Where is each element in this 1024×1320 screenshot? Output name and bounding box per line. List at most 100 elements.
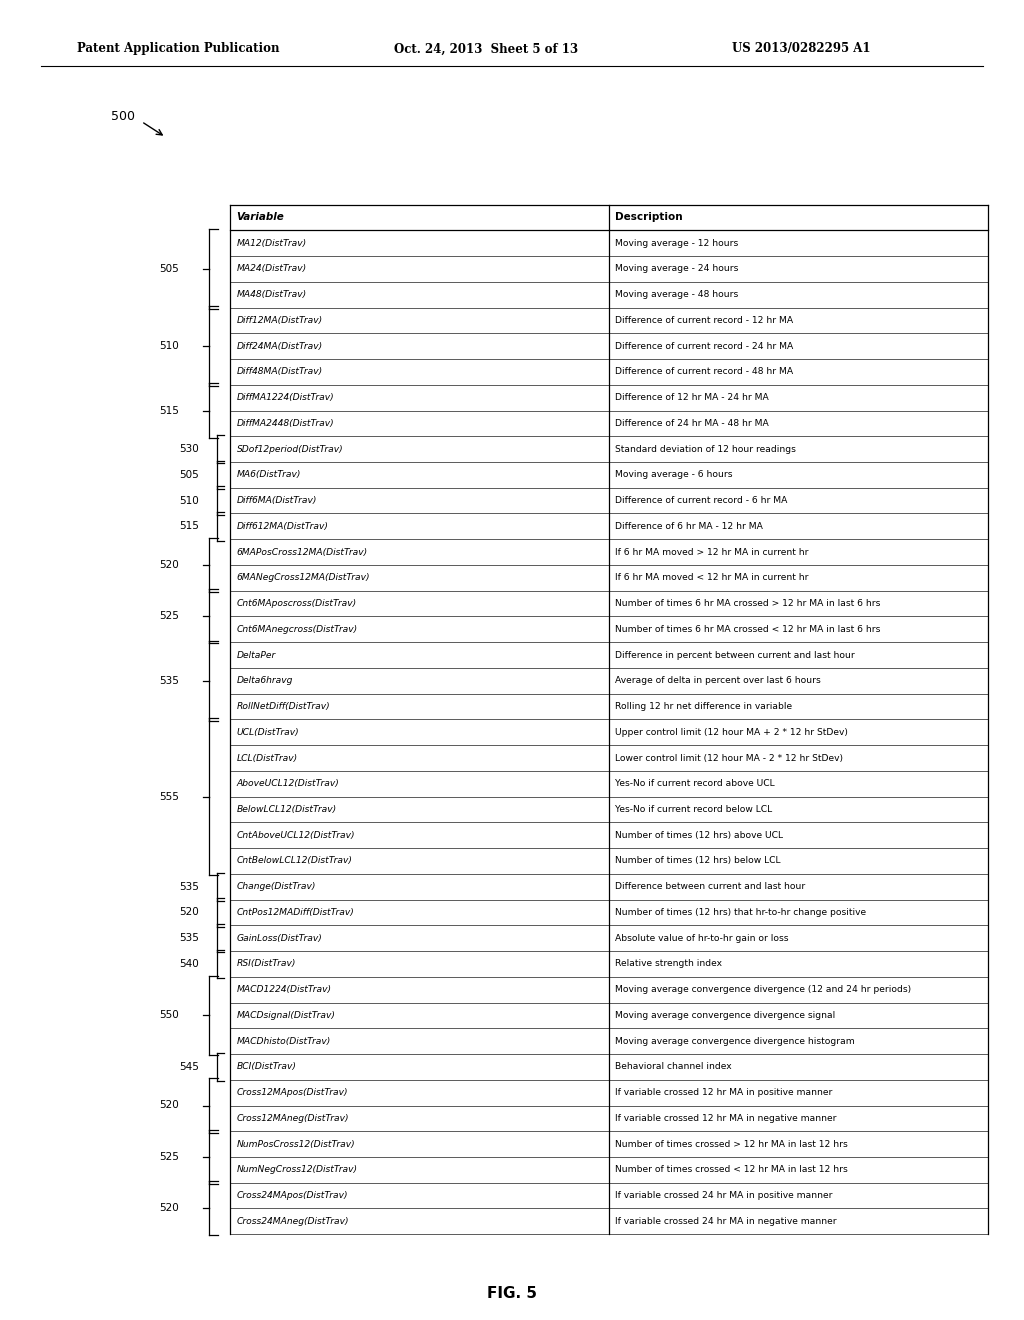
Text: 6MAPosCross12MA(DistTrav): 6MAPosCross12MA(DistTrav) — [237, 548, 368, 557]
Text: AboveUCL12(DistTrav): AboveUCL12(DistTrav) — [237, 779, 339, 788]
Text: If 6 hr MA moved > 12 hr MA in current hr: If 6 hr MA moved > 12 hr MA in current h… — [615, 548, 809, 557]
Text: Variable: Variable — [237, 213, 285, 223]
Text: MACDhisto(DistTrav): MACDhisto(DistTrav) — [237, 1036, 331, 1045]
Text: Difference of 6 hr MA - 12 hr MA: Difference of 6 hr MA - 12 hr MA — [615, 521, 763, 531]
Text: Change(DistTrav): Change(DistTrav) — [237, 882, 316, 891]
Text: 510: 510 — [179, 495, 200, 506]
Text: Difference of current record - 24 hr MA: Difference of current record - 24 hr MA — [615, 342, 794, 351]
Text: Number of times (12 hrs) that hr-to-hr change positive: Number of times (12 hrs) that hr-to-hr c… — [615, 908, 866, 917]
Text: Number of times crossed > 12 hr MA in last 12 hrs: Number of times crossed > 12 hr MA in la… — [615, 1139, 848, 1148]
Text: If variable crossed 24 hr MA in negative manner: If variable crossed 24 hr MA in negative… — [615, 1217, 837, 1226]
Text: Yes-No if current record above UCL: Yes-No if current record above UCL — [615, 779, 775, 788]
Text: Difference of current record - 12 hr MA: Difference of current record - 12 hr MA — [615, 315, 794, 325]
Text: Difference between current and last hour: Difference between current and last hour — [615, 882, 806, 891]
Text: Moving average - 12 hours: Moving average - 12 hours — [615, 239, 738, 248]
Text: 510: 510 — [159, 341, 179, 351]
Text: 505: 505 — [179, 470, 200, 480]
Text: Difference of 24 hr MA - 48 hr MA: Difference of 24 hr MA - 48 hr MA — [615, 418, 769, 428]
Text: RollNetDiff(DistTrav): RollNetDiff(DistTrav) — [237, 702, 330, 711]
Text: Moving average convergence divergence (12 and 24 hr periods): Moving average convergence divergence (1… — [615, 985, 911, 994]
Text: If variable crossed 12 hr MA in positive manner: If variable crossed 12 hr MA in positive… — [615, 1088, 833, 1097]
Text: Diff6MA(DistTrav): Diff6MA(DistTrav) — [237, 496, 316, 506]
Text: 535: 535 — [179, 933, 200, 944]
Text: 545: 545 — [179, 1061, 200, 1072]
Text: Average of delta in percent over last 6 hours: Average of delta in percent over last 6 … — [615, 676, 821, 685]
Text: Moving average - 6 hours: Moving average - 6 hours — [615, 470, 733, 479]
Text: Difference of current record - 48 hr MA: Difference of current record - 48 hr MA — [615, 367, 794, 376]
Text: Cnt6MAnegcross(DistTrav): Cnt6MAnegcross(DistTrav) — [237, 624, 357, 634]
Text: CntBelowLCL12(DistTrav): CntBelowLCL12(DistTrav) — [237, 857, 352, 866]
Text: Number of times 6 hr MA crossed < 12 hr MA in last 6 hrs: Number of times 6 hr MA crossed < 12 hr … — [615, 624, 881, 634]
Text: 520: 520 — [159, 1101, 179, 1110]
Text: LCL(DistTrav): LCL(DistTrav) — [237, 754, 298, 763]
Text: Diff612MA(DistTrav): Diff612MA(DistTrav) — [237, 521, 329, 531]
Text: Difference of 12 hr MA - 24 hr MA: Difference of 12 hr MA - 24 hr MA — [615, 393, 769, 403]
Text: Cnt6MAposcross(DistTrav): Cnt6MAposcross(DistTrav) — [237, 599, 356, 609]
Text: 520: 520 — [159, 560, 179, 570]
Text: DeltaPer: DeltaPer — [237, 651, 275, 660]
Text: RSI(DistTrav): RSI(DistTrav) — [237, 960, 296, 969]
Text: Diff12MA(DistTrav): Diff12MA(DistTrav) — [237, 315, 323, 325]
Text: MACDsignal(DistTrav): MACDsignal(DistTrav) — [237, 1011, 336, 1020]
Text: Number of times crossed < 12 hr MA in last 12 hrs: Number of times crossed < 12 hr MA in la… — [615, 1166, 848, 1175]
Text: 535: 535 — [179, 882, 200, 892]
Text: If variable crossed 12 hr MA in negative manner: If variable crossed 12 hr MA in negative… — [615, 1114, 837, 1123]
Text: 6MANegCross12MA(DistTrav): 6MANegCross12MA(DistTrav) — [237, 573, 370, 582]
Text: 515: 515 — [179, 521, 200, 532]
Text: Number of times (12 hrs) below LCL: Number of times (12 hrs) below LCL — [615, 857, 781, 866]
Text: Moving average - 48 hours: Moving average - 48 hours — [615, 290, 738, 300]
Text: Number of times (12 hrs) above UCL: Number of times (12 hrs) above UCL — [615, 830, 783, 840]
Text: MA48(DistTrav): MA48(DistTrav) — [237, 290, 306, 300]
Text: CntPos12MADiff(DistTrav): CntPos12MADiff(DistTrav) — [237, 908, 354, 917]
Text: US 2013/0282295 A1: US 2013/0282295 A1 — [732, 42, 870, 55]
Text: Cross12MApos(DistTrav): Cross12MApos(DistTrav) — [237, 1088, 348, 1097]
Text: 520: 520 — [159, 1204, 179, 1213]
Text: MA6(DistTrav): MA6(DistTrav) — [237, 470, 301, 479]
Text: Cross12MAneg(DistTrav): Cross12MAneg(DistTrav) — [237, 1114, 349, 1123]
Text: 525: 525 — [159, 1152, 179, 1162]
Text: Upper control limit (12 hour MA + 2 * 12 hr StDev): Upper control limit (12 hour MA + 2 * 12… — [615, 727, 848, 737]
Text: 535: 535 — [159, 676, 179, 686]
Text: Moving average convergence divergence signal: Moving average convergence divergence si… — [615, 1011, 836, 1020]
Text: GainLoss(DistTrav): GainLoss(DistTrav) — [237, 933, 323, 942]
Text: UCL(DistTrav): UCL(DistTrav) — [237, 727, 299, 737]
Text: BelowLCL12(DistTrav): BelowLCL12(DistTrav) — [237, 805, 337, 814]
Text: SDof12period(DistTrav): SDof12period(DistTrav) — [237, 445, 343, 454]
Text: 525: 525 — [159, 611, 179, 622]
Text: MA24(DistTrav): MA24(DistTrav) — [237, 264, 306, 273]
Text: Description: Description — [615, 213, 683, 223]
Text: 555: 555 — [159, 792, 179, 801]
Text: 520: 520 — [179, 907, 200, 917]
Text: Moving average - 24 hours: Moving average - 24 hours — [615, 264, 738, 273]
Text: Diff24MA(DistTrav): Diff24MA(DistTrav) — [237, 342, 323, 351]
Text: CntAboveUCL12(DistTrav): CntAboveUCL12(DistTrav) — [237, 830, 355, 840]
Text: DiffMA2448(DistTrav): DiffMA2448(DistTrav) — [237, 418, 334, 428]
Text: Difference of current record - 6 hr MA: Difference of current record - 6 hr MA — [615, 496, 787, 506]
Text: Yes-No if current record below LCL: Yes-No if current record below LCL — [615, 805, 772, 814]
Text: FIG. 5: FIG. 5 — [487, 1286, 537, 1302]
Text: Relative strength index: Relative strength index — [615, 960, 722, 969]
Text: 540: 540 — [179, 958, 200, 969]
Text: Diff48MA(DistTrav): Diff48MA(DistTrav) — [237, 367, 323, 376]
Text: Moving average convergence divergence histogram: Moving average convergence divergence hi… — [615, 1036, 855, 1045]
Text: Oct. 24, 2013  Sheet 5 of 13: Oct. 24, 2013 Sheet 5 of 13 — [394, 42, 579, 55]
Text: Standard deviation of 12 hour readings: Standard deviation of 12 hour readings — [615, 445, 797, 454]
Text: Number of times 6 hr MA crossed > 12 hr MA in last 6 hrs: Number of times 6 hr MA crossed > 12 hr … — [615, 599, 881, 609]
Text: Difference in percent between current and last hour: Difference in percent between current an… — [615, 651, 855, 660]
Text: Behavioral channel index: Behavioral channel index — [615, 1063, 732, 1072]
Text: Rolling 12 hr net difference in variable: Rolling 12 hr net difference in variable — [615, 702, 793, 711]
Text: DiffMA1224(DistTrav): DiffMA1224(DistTrav) — [237, 393, 334, 403]
Text: If 6 hr MA moved < 12 hr MA in current hr: If 6 hr MA moved < 12 hr MA in current h… — [615, 573, 809, 582]
Text: NumNegCross12(DistTrav): NumNegCross12(DistTrav) — [237, 1166, 357, 1175]
Text: Delta6hravg: Delta6hravg — [237, 676, 293, 685]
Text: BCI(DistTrav): BCI(DistTrav) — [237, 1063, 296, 1072]
Text: Absolute value of hr-to-hr gain or loss: Absolute value of hr-to-hr gain or loss — [615, 933, 788, 942]
Text: 500: 500 — [111, 110, 134, 123]
Text: If variable crossed 24 hr MA in positive manner: If variable crossed 24 hr MA in positive… — [615, 1191, 833, 1200]
Text: 515: 515 — [159, 405, 179, 416]
Text: MACD1224(DistTrav): MACD1224(DistTrav) — [237, 985, 332, 994]
Text: MA12(DistTrav): MA12(DistTrav) — [237, 239, 306, 248]
Text: 505: 505 — [159, 264, 179, 275]
Text: 530: 530 — [179, 444, 200, 454]
Text: 550: 550 — [159, 1010, 179, 1020]
